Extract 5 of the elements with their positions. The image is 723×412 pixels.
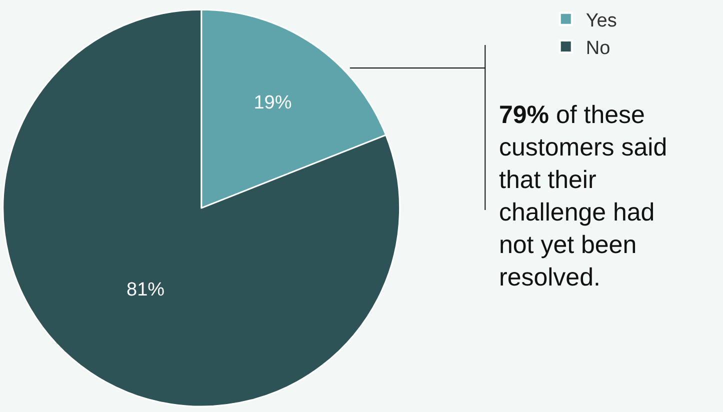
data-label: 81% xyxy=(126,280,165,301)
legend-label: No xyxy=(586,38,610,59)
text: 79% of these customers said that their challenge had not yet been resolved. xyxy=(499,101,668,292)
legend-label: Yes xyxy=(586,10,617,32)
data-label: 19% xyxy=(254,92,292,114)
